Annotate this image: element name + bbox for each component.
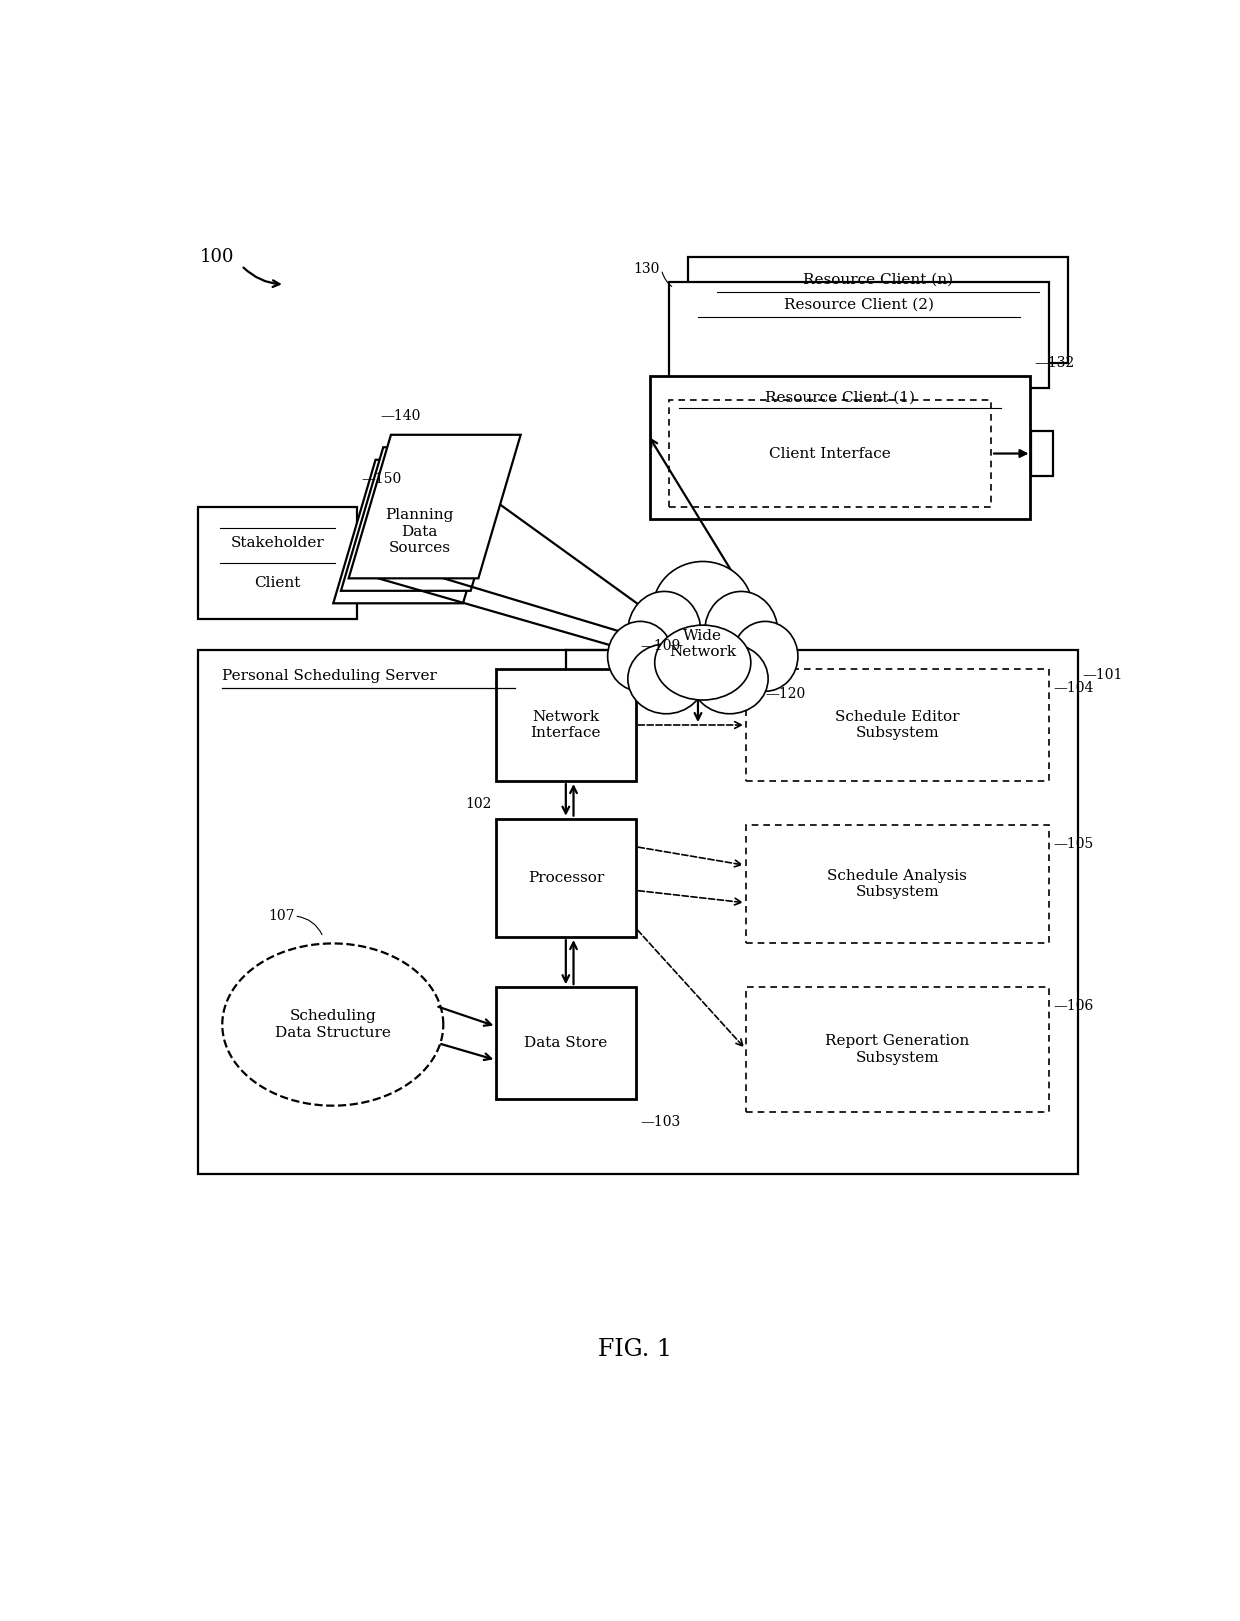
Ellipse shape [608, 621, 673, 691]
Text: Stakeholder: Stakeholder [231, 537, 325, 550]
Text: —150: —150 [362, 472, 402, 486]
Ellipse shape [652, 561, 753, 657]
Text: Resource Client (1): Resource Client (1) [765, 391, 915, 405]
FancyBboxPatch shape [198, 650, 1078, 1174]
Text: 107: 107 [268, 909, 294, 922]
Polygon shape [348, 434, 521, 579]
FancyBboxPatch shape [198, 506, 357, 619]
Text: Personal Scheduling Server: Personal Scheduling Server [222, 669, 438, 682]
Text: —103: —103 [640, 1115, 681, 1128]
Ellipse shape [733, 621, 797, 691]
FancyBboxPatch shape [670, 282, 1049, 387]
Ellipse shape [704, 592, 777, 671]
Text: Schedule Editor
Subsystem: Schedule Editor Subsystem [835, 710, 960, 741]
FancyBboxPatch shape [670, 400, 991, 506]
FancyBboxPatch shape [496, 819, 635, 937]
Text: —106: —106 [1054, 999, 1094, 1013]
Text: —104: —104 [1054, 681, 1094, 694]
Text: Processor: Processor [528, 870, 604, 885]
Text: 100: 100 [200, 248, 234, 266]
Polygon shape [334, 460, 505, 603]
Text: Data Store: Data Store [525, 1036, 608, 1050]
Text: —109: —109 [640, 639, 681, 653]
Text: —105: —105 [1054, 836, 1094, 851]
FancyBboxPatch shape [746, 669, 1049, 781]
Text: FIG. 1: FIG. 1 [599, 1337, 672, 1360]
Text: 102: 102 [465, 796, 491, 810]
Text: Resource Client (2): Resource Client (2) [784, 298, 934, 313]
Polygon shape [341, 447, 513, 590]
FancyBboxPatch shape [688, 256, 1068, 363]
Text: —132: —132 [1034, 357, 1075, 370]
FancyBboxPatch shape [746, 825, 1049, 943]
Text: Resource Client (n): Resource Client (n) [804, 274, 954, 287]
Text: Network
Interface: Network Interface [531, 710, 601, 741]
FancyBboxPatch shape [496, 669, 635, 781]
Text: Schedule Analysis
Subsystem: Schedule Analysis Subsystem [827, 869, 967, 900]
Ellipse shape [627, 592, 701, 671]
FancyBboxPatch shape [1032, 431, 1053, 477]
FancyBboxPatch shape [496, 987, 635, 1099]
Text: Client: Client [254, 575, 301, 590]
Text: 130: 130 [634, 263, 660, 277]
Text: Planning
Data
Sources: Planning Data Sources [386, 509, 454, 554]
Text: Report Generation
Subsystem: Report Generation Subsystem [826, 1034, 970, 1065]
Text: —140: —140 [381, 408, 422, 423]
Text: Client Interface: Client Interface [769, 446, 892, 460]
Text: —101: —101 [1083, 668, 1122, 682]
Ellipse shape [691, 644, 768, 713]
Ellipse shape [655, 626, 750, 700]
Text: —120: —120 [765, 687, 806, 700]
Ellipse shape [627, 644, 704, 713]
FancyBboxPatch shape [650, 376, 1029, 519]
Text: Scheduling
Data Structure: Scheduling Data Structure [275, 1010, 391, 1039]
Text: Wide
Network: Wide Network [670, 629, 737, 660]
Polygon shape [222, 943, 444, 1106]
FancyBboxPatch shape [746, 987, 1049, 1112]
